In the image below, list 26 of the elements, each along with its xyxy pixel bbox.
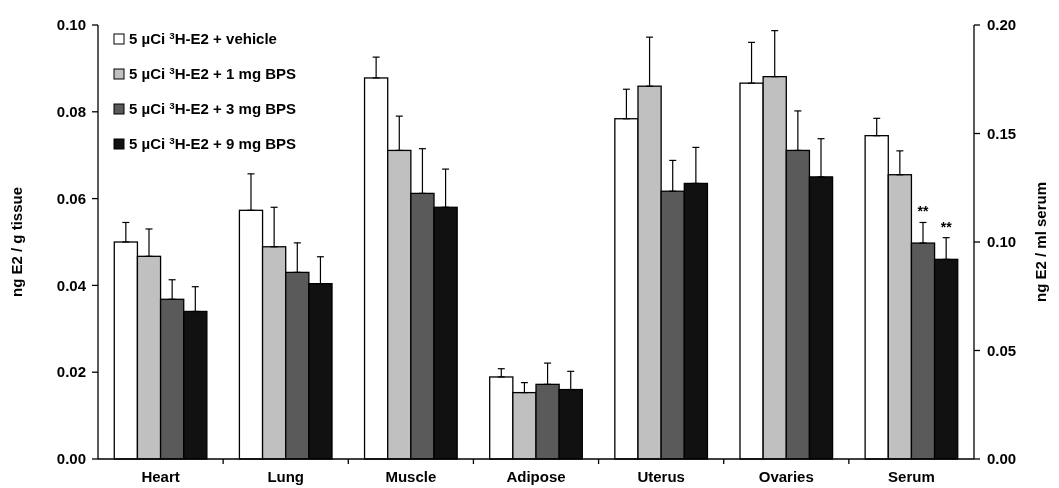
y-tick-label: 0.08 xyxy=(56,103,86,121)
legend-label: 5 µCi $^{3}$H-E2 + 9 mg BPS xyxy=(129,134,297,152)
x-tick-label: Lung xyxy=(267,468,305,485)
y2-tick-label: 0.00 xyxy=(987,450,1017,468)
y-tick-label: 0.02 xyxy=(56,363,86,381)
y-tick-label: 0.10 xyxy=(56,16,86,34)
y2-tick-label: 0.20 xyxy=(987,16,1017,34)
x-tick-label: Ovaries xyxy=(758,468,814,485)
legend-label: 5 µCi $^{3}$H-E2 + vehicle xyxy=(129,29,277,47)
y2-tick-label: 0.10 xyxy=(987,233,1017,251)
x-tick-label: Serum xyxy=(888,468,935,485)
legend-label: 5 µCi $^{3}$H-E2 + 3 mg BPS xyxy=(129,99,297,117)
y-tick-label: 0.06 xyxy=(56,189,86,207)
y2-axis-title: ng E2 / ml serum xyxy=(1032,181,1049,303)
annotation: ** xyxy=(917,203,929,220)
x-tick-label: Muscle xyxy=(385,468,437,485)
legend-label: 5 µCi $^{3}$H-E2 + 1 mg BPS xyxy=(129,64,297,82)
x-tick-label: Adipose xyxy=(506,468,566,485)
x-tick-label: Heart xyxy=(141,468,180,485)
y2-tick-label: 0.05 xyxy=(987,341,1017,359)
y-tick-label: 0.00 xyxy=(56,450,86,468)
y-tick-label: 0.04 xyxy=(56,276,87,294)
y2-tick-label: 0.15 xyxy=(987,124,1017,142)
annotation: ** xyxy=(940,218,953,235)
y-axis-title: ng E2 / g tissue xyxy=(8,186,25,298)
x-tick-label: Uterus xyxy=(637,468,685,485)
